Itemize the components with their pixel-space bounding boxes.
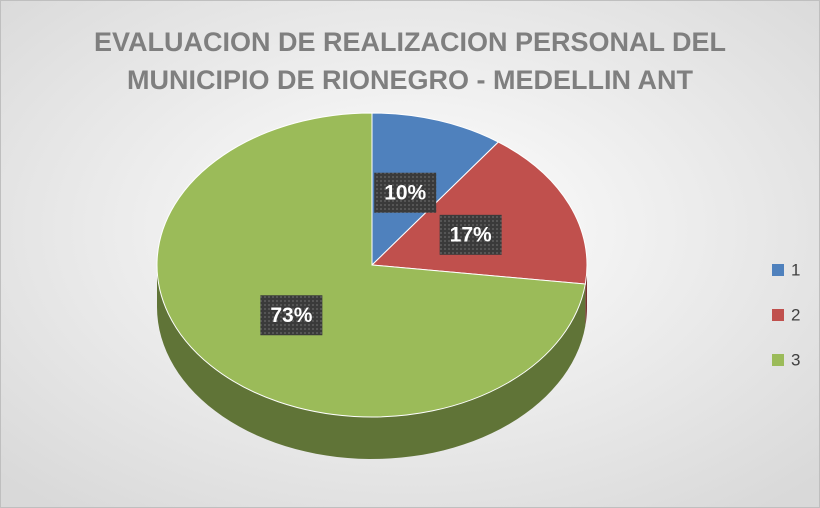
data-label-box (260, 295, 323, 336)
data-label-box (439, 214, 502, 255)
legend-swatch (772, 354, 784, 366)
chart-title: EVALUACION DE REALIZACION PERSONAL DEL (94, 27, 726, 57)
legend-label: 1 (791, 260, 800, 279)
legend-label: 3 (791, 350, 800, 369)
data-label: 10% (384, 181, 426, 204)
data-label: 17% (450, 223, 492, 246)
pie-slice (156, 112, 586, 418)
chart-title: MUNICIPIO DE RIONEGRO - MEDELLIN ANT (127, 65, 694, 95)
legend-swatch (772, 309, 784, 321)
data-label-box (374, 172, 437, 213)
data-label: 73% (270, 304, 312, 327)
slice-side (157, 265, 586, 459)
slice-side (585, 265, 587, 327)
legend-label: 2 (791, 305, 800, 324)
legend-swatch (772, 264, 784, 276)
pie-slice (370, 141, 588, 285)
